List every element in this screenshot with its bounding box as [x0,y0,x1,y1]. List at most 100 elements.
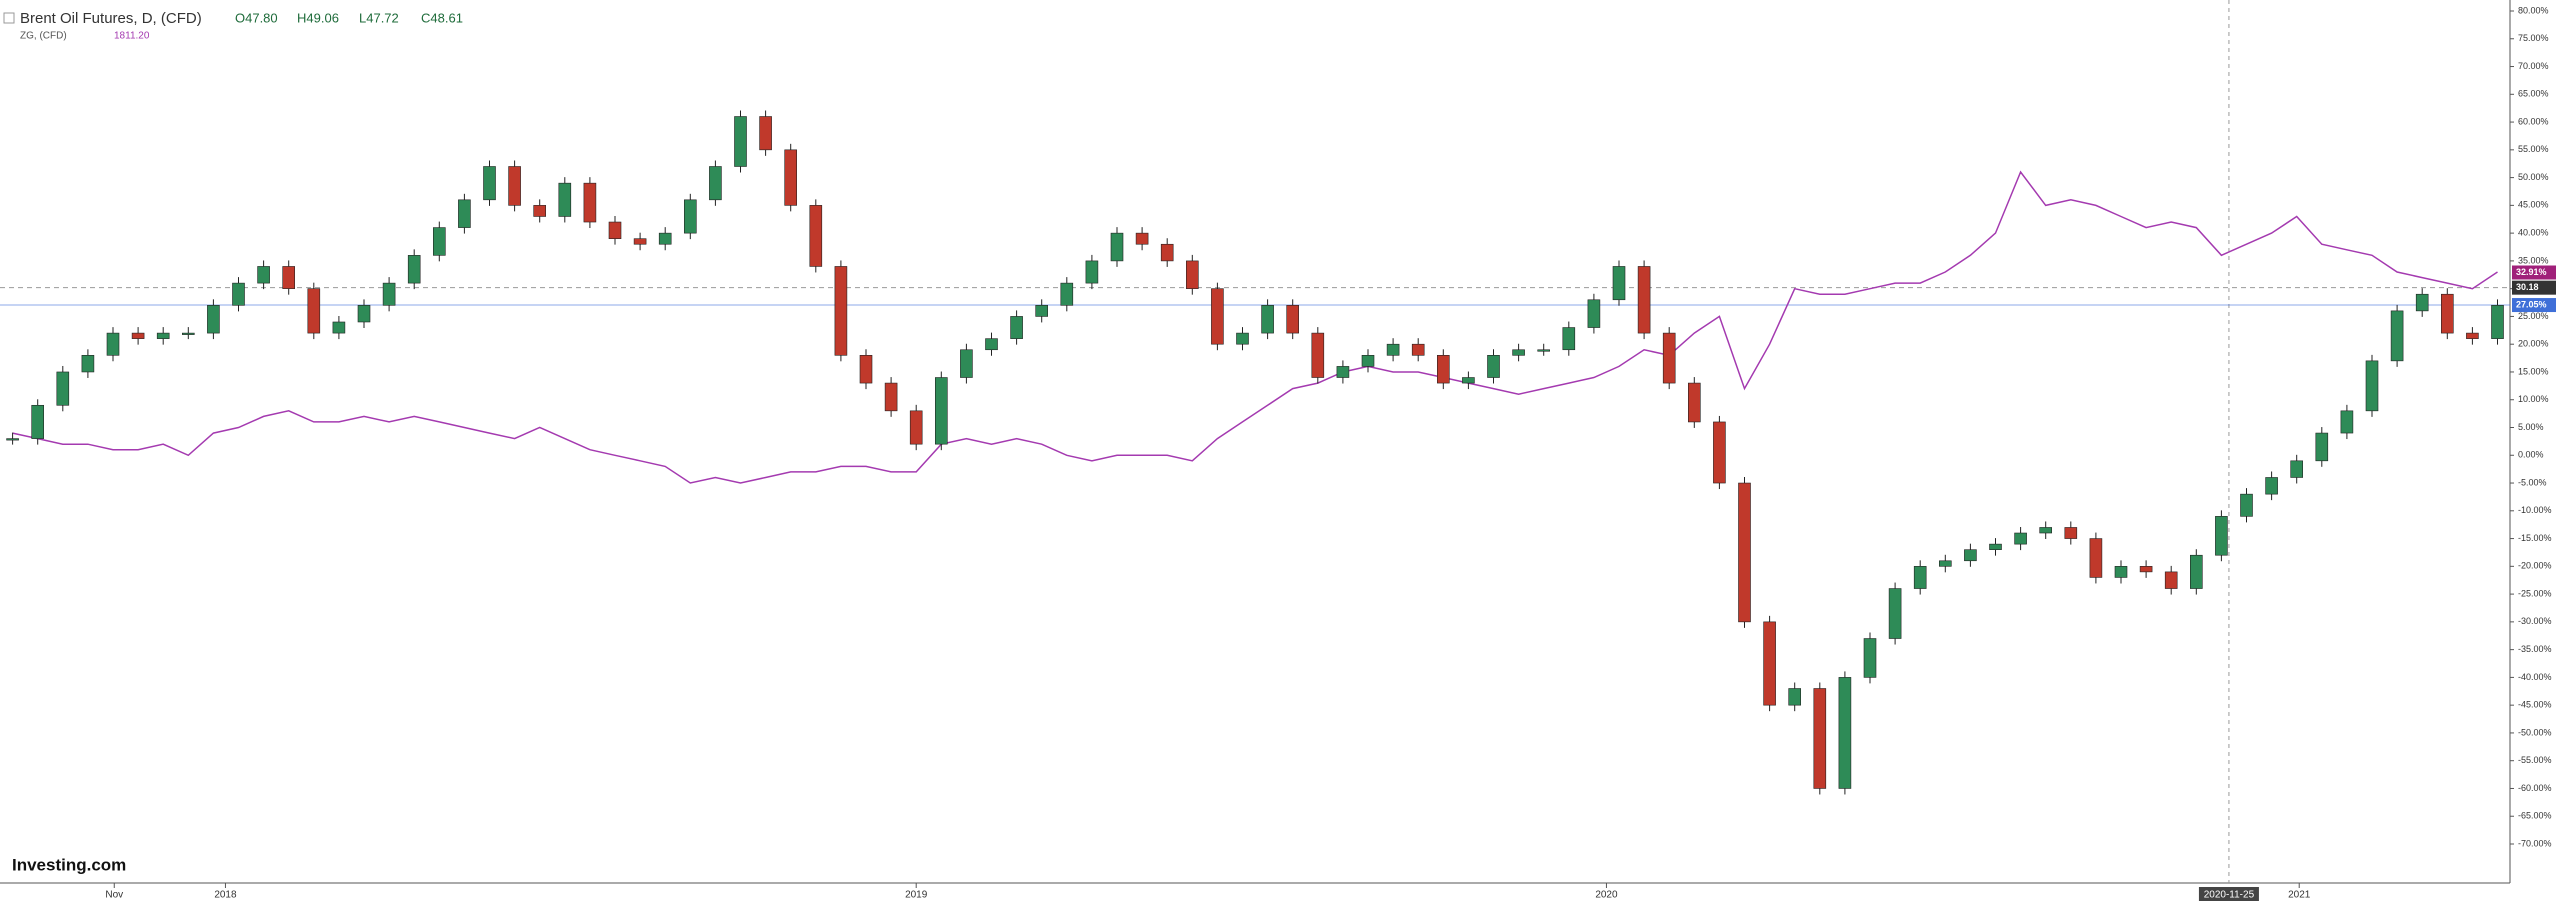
price-label-bg [2512,280,2556,295]
y-tick-label: -40.00% [2518,672,2552,682]
candle [2415,293,2429,312]
y-tick-label: 25.00% [2518,311,2549,321]
candle [1662,332,1676,384]
candle [960,349,973,378]
candle [1361,355,1375,367]
candle [834,266,848,356]
candle [2039,527,2052,534]
candle [1562,327,1576,351]
candle [1888,588,1902,639]
x-tick-label: 2018 [214,890,237,901]
candle [182,332,195,335]
candle [207,305,220,334]
candle [1637,266,1651,334]
series-title: Brent Oil Futures, D, (CFD) [20,10,202,27]
candle [1688,382,1701,423]
x-tick-label: 2019 [905,890,928,901]
candle [934,377,948,445]
candle [2365,360,2379,412]
candle [2139,566,2153,573]
y-tick-label: 0.00% [2518,450,2544,460]
candle [709,166,722,201]
candle [1989,543,2002,550]
candle [1813,688,1827,789]
candle [1738,482,1751,623]
candle [1788,688,1801,706]
candle [1261,305,1274,334]
price-label: 30.18 [2516,282,2539,292]
candle [884,382,898,412]
candle [1964,549,1977,562]
candle [2290,460,2303,478]
candle [1512,349,1525,356]
candle [1236,332,1249,345]
candle [2466,332,2479,339]
candle [282,266,296,289]
y-tick-label: -55.00% [2518,755,2552,765]
y-tick-label: -20.00% [2518,561,2552,571]
candle [1437,355,1450,384]
candle [2190,554,2203,589]
candle [909,410,923,445]
y-tick-label: 60.00% [2518,116,2549,126]
candle [357,305,371,323]
candle [483,166,496,201]
candle [608,221,622,239]
candle [6,438,19,441]
candle [458,199,471,228]
y-tick-label: -15.00% [2518,533,2552,543]
candle [2215,516,2228,556]
candle [56,371,70,406]
watermark: Investing.com [12,855,126,874]
candle [633,238,647,245]
candle [1085,260,1099,284]
x-tick-label: 2021 [2288,890,2311,901]
y-tick-label: -35.00% [2518,644,2552,654]
y-tick-label: -10.00% [2518,505,2552,515]
y-tick-label: 35.00% [2518,255,2549,265]
compare-line [12,170,2498,484]
compare-value: 1811.20 [114,31,150,42]
price-label-bg [2512,298,2556,313]
y-tick-label: 50.00% [2518,172,2549,182]
y-tick-label: -25.00% [2518,588,2552,598]
candle [257,266,270,284]
candle [2164,571,2178,589]
candle [131,332,145,339]
candle [683,199,697,234]
candle [2089,538,2103,578]
candle [2064,527,2078,539]
y-tick-label: 40.00% [2518,228,2549,238]
candle [2014,532,2027,545]
candle [658,232,672,245]
candle [1110,232,1124,262]
y-tick-label: -50.00% [2518,727,2552,737]
price-label: 32.91% [2516,267,2547,277]
candle [1863,638,1877,678]
y-tick-label: -70.00% [2518,838,2552,848]
y-tick-label: 75.00% [2518,33,2549,43]
candle [809,205,823,267]
crosshair-label: 2020-11-25 [2204,890,2255,901]
candle [2390,310,2404,362]
candle [1035,305,1048,317]
candle [1763,621,1776,706]
y-tick-label: 20.00% [2518,339,2549,349]
candle [1286,305,1299,334]
collapse-icon[interactable] [3,12,15,24]
candle [759,116,772,151]
candle [1311,332,1325,378]
candle [106,332,120,356]
candle [784,149,798,206]
y-tick-label: -65.00% [2518,811,2552,821]
candle [583,182,597,223]
compare-title: ZG, (CFD) [20,31,67,42]
y-tick-label: -60.00% [2518,783,2552,793]
candle [1838,677,1852,789]
candle [1612,266,1626,301]
candle [1135,232,1149,245]
candle [31,404,45,439]
y-tick-label: 65.00% [2518,89,2549,99]
